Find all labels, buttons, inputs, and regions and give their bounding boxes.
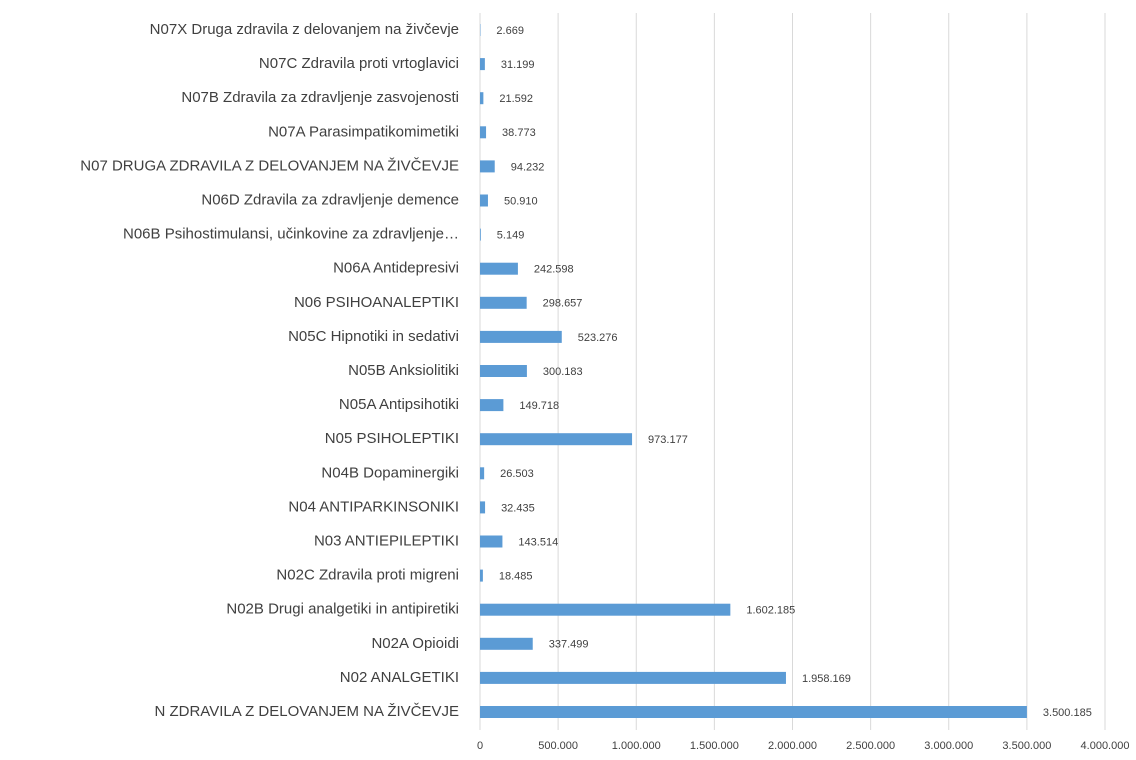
value-label: 38.773	[502, 127, 536, 139]
bar	[480, 365, 527, 377]
y-tick-label: N06A Antidepresivi	[333, 260, 459, 277]
y-tick-label: N07X Druga zdravila z delovanjem na živč…	[150, 21, 459, 38]
y-tick-label: N05 PSIHOLEPTIKI	[325, 430, 459, 447]
value-label: 973.177	[648, 434, 688, 446]
value-label: 18.485	[499, 571, 533, 583]
value-label: 5.149	[497, 230, 525, 242]
value-label: 1.958.169	[802, 673, 851, 685]
value-label: 1.602.185	[746, 605, 795, 617]
bar	[480, 195, 488, 207]
x-tick-label: 4.000.000	[1081, 740, 1130, 752]
bar	[480, 536, 502, 548]
y-tick-label: N06 PSIHOANALEPTIKI	[294, 294, 459, 311]
x-tick-label: 2.000.000	[768, 740, 817, 752]
bar	[480, 297, 527, 309]
value-label: 31.199	[501, 59, 535, 71]
x-tick-label: 3.500.000	[1002, 740, 1051, 752]
value-label: 3.500.185	[1043, 707, 1092, 719]
value-label: 32.435	[501, 502, 535, 514]
y-tick-label: N06D Zdravila za zdravljenje demence	[201, 191, 459, 208]
bar	[480, 331, 562, 343]
bar	[480, 433, 632, 445]
bar	[480, 467, 484, 479]
y-tick-label: N07A Parasimpatikomimetiki	[268, 123, 459, 140]
y-tick-label: N07 DRUGA ZDRAVILA Z DELOVANJEM NA ŽIVČE…	[80, 157, 459, 174]
y-tick-label: N ZDRAVILA Z DELOVANJEM NA ŽIVČEVJE	[154, 703, 459, 720]
bar	[480, 92, 483, 104]
y-tick-label: N02B Drugi analgetiki in antipiretiki	[226, 601, 459, 618]
value-label: 50.910	[504, 195, 538, 207]
bar	[480, 399, 503, 411]
bar	[480, 263, 518, 275]
bar	[480, 638, 533, 650]
value-label: 2.669	[496, 25, 524, 37]
x-tick-label: 2.500.000	[846, 740, 895, 752]
x-tick-label: 1.000.000	[612, 740, 661, 752]
y-tick-label: N03 ANTIEPILEPTIKI	[314, 532, 459, 549]
value-label: 149.718	[519, 400, 559, 412]
y-tick-label: N02C Zdravila proti migreni	[276, 567, 459, 584]
value-label: 26.503	[500, 468, 534, 480]
y-tick-label: N02 ANALGETIKI	[340, 669, 459, 686]
x-tick-label: 1.500.000	[690, 740, 739, 752]
y-tick-label: N07B Zdravila za zdravljenje zasvojenost…	[181, 89, 459, 106]
bar	[480, 160, 495, 172]
bar	[480, 229, 481, 241]
value-label: 523.276	[578, 332, 618, 344]
x-tick-label: 500.000	[538, 740, 578, 752]
y-tick-label: N05C Hipnotiki in sedativi	[288, 328, 459, 345]
bar	[480, 501, 485, 513]
y-tick-label: N04 ANTIPARKINSONIKI	[288, 498, 459, 515]
y-tick-label: N02A Opioidi	[371, 635, 459, 652]
y-tick-label: N07C Zdravila proti vrtoglavici	[259, 55, 459, 72]
value-label: 21.592	[499, 93, 533, 105]
value-label: 242.598	[534, 264, 574, 276]
y-tick-label: N05B Anksiolitiki	[348, 362, 459, 379]
y-tick-label: N04B Dopaminergiki	[321, 464, 459, 481]
x-tick-label: 3.000.000	[924, 740, 973, 752]
y-tick-label: N05A Antipsihotiki	[339, 396, 459, 413]
value-label: 300.183	[543, 366, 583, 378]
value-label: 337.499	[549, 639, 589, 651]
x-tick-label: 0	[477, 740, 483, 752]
value-label: 298.657	[543, 298, 583, 310]
bar	[480, 604, 730, 616]
bar	[480, 706, 1027, 718]
value-label: 94.232	[511, 161, 545, 173]
bar	[480, 126, 486, 138]
bar	[480, 570, 483, 582]
bar	[480, 58, 485, 70]
y-tick-label: N06B Psihostimulansi, učinkovine za zdra…	[123, 226, 459, 243]
value-label: 143.514	[518, 536, 558, 548]
bar	[480, 672, 786, 684]
